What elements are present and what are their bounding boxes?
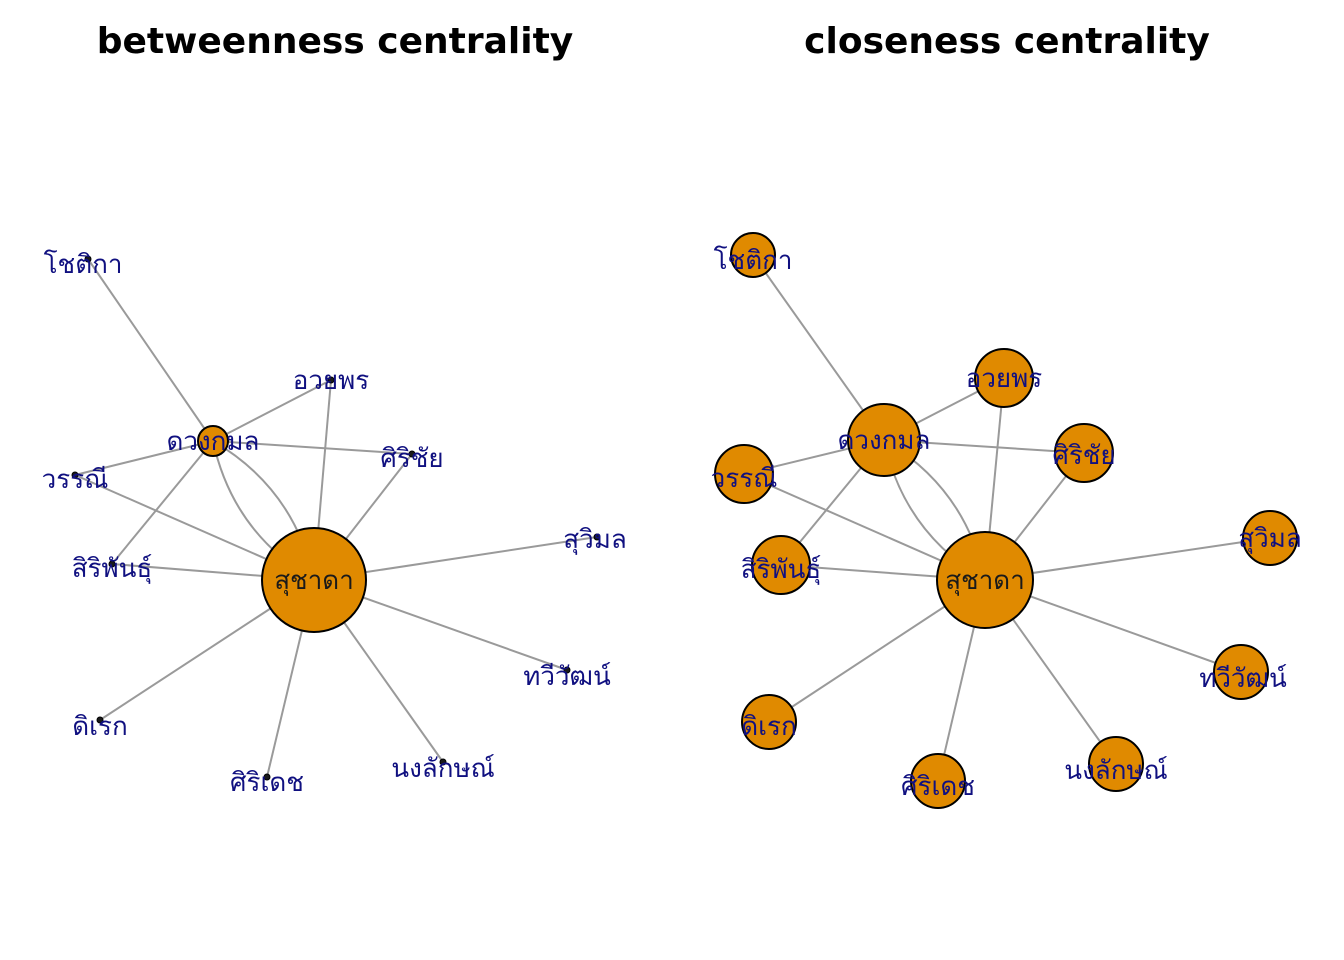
label-taweewat: ทวีวัฒน์ — [523, 662, 611, 692]
node-siridet — [910, 753, 966, 809]
label-siriphan: สิริพันธุ์ — [72, 554, 153, 584]
edge-duangkamon-wannee — [74, 440, 214, 476]
label-sirichai: ศิริชัย — [380, 444, 443, 474]
edge-duangkamon-siriphan — [111, 440, 214, 565]
label-suwimol: สุวิมล — [1238, 524, 1302, 554]
closeness-nodes — [714, 232, 1298, 809]
label-sirichai: ศิริชัย — [1052, 441, 1115, 471]
node-siriphan — [751, 535, 811, 595]
node-siridet — [263, 773, 271, 781]
closeness-panel: closeness centrality สุชาดา ดวงกมล โชติกาอ… — [711, 21, 1302, 809]
betweenness-edges — [74, 258, 598, 778]
label-duangkamon: ดวงกมล — [838, 426, 931, 456]
node-ouaiporn — [974, 348, 1034, 408]
node-direk — [741, 694, 797, 750]
node-duangkamon — [197, 425, 229, 457]
node-sirichai — [1054, 423, 1114, 483]
betweenness-panel: betweenness centrality สุชาดา ดวงกมล โชติก… — [42, 21, 627, 798]
edge-duangkamon-chotika — [752, 254, 885, 441]
node-wannee — [714, 444, 774, 504]
node-chotika — [84, 255, 92, 263]
label-chotika: โชติกา — [714, 245, 793, 276]
node-taweewat — [1213, 644, 1269, 700]
node-ouaiporn — [327, 376, 335, 384]
label-siridet: ศิริเดช — [901, 772, 975, 802]
node-suwimol — [1242, 510, 1298, 566]
edge-duangkamon-ouaiporn — [212, 379, 332, 442]
label-suchada: สุชาดา — [274, 566, 354, 596]
node-wannee — [71, 471, 79, 479]
node-direk — [96, 716, 104, 724]
edge-duangkamon-chotika — [87, 258, 214, 442]
closeness-labels: สุชาดา ดวงกมล โชติกาอวยพรศิริชัยวรรณีสิริพ… — [711, 245, 1302, 802]
label-siridet: ศิริเดช — [230, 768, 304, 798]
node-taweewat — [563, 666, 571, 674]
label-taweewat: ทวีวัฒน์ — [1199, 664, 1287, 694]
label-nonglak: นงลักษณ์ — [391, 754, 494, 784]
closeness-title: closeness centrality — [804, 21, 1210, 62]
label-nonglak: นงลักษณ์ — [1064, 756, 1167, 786]
node-suwimol — [593, 533, 601, 541]
betweenness-labels: สุชาดา ดวงกมล โชติกาอวยพรศิริชัยวรรณีสิริพ… — [42, 249, 627, 798]
edge-duangkamon-sirichai — [212, 440, 413, 455]
label-siriphan: สิริพันธุ์ — [741, 555, 822, 585]
label-ouaiporn: อวยพร — [966, 364, 1043, 394]
node-nonglak — [1088, 736, 1144, 792]
label-ouaiporn: อวยพร — [293, 366, 370, 396]
label-duangkamon: ดวงกมล — [167, 427, 260, 457]
label-direk: ดิเรก — [72, 712, 127, 742]
label-suchada: สุชาดา — [945, 566, 1025, 596]
label-direk: ดิเรก — [741, 712, 796, 742]
label-chotika: โชติกา — [44, 249, 123, 280]
betweenness-title: betweenness centrality — [97, 21, 574, 62]
node-suchada — [261, 527, 367, 633]
node-sirichai — [408, 450, 416, 458]
node-suchada — [936, 531, 1034, 629]
betweenness-nodes — [71, 255, 601, 781]
label-wannee: วรรณี — [711, 464, 778, 494]
node-siriphan — [108, 560, 116, 568]
closeness-edges — [743, 254, 1271, 782]
node-nonglak — [439, 758, 447, 766]
label-wannee: วรรณี — [42, 465, 109, 495]
label-suwimol: สุวิมล — [563, 525, 627, 555]
node-duangkamon — [847, 403, 921, 477]
node-chotika — [730, 232, 776, 278]
